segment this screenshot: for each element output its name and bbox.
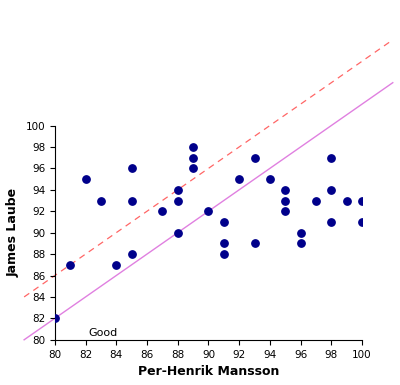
Point — [282, 187, 288, 193]
Point — [98, 198, 104, 204]
Point — [113, 262, 120, 268]
Point — [328, 219, 334, 225]
Point — [251, 155, 258, 161]
Point — [328, 187, 334, 193]
Point — [82, 176, 89, 182]
Point — [298, 240, 304, 246]
Point — [282, 208, 288, 214]
Point — [298, 229, 304, 236]
Y-axis label: James Laube: James Laube — [7, 188, 20, 277]
Point — [236, 176, 242, 182]
Point — [190, 144, 196, 150]
Text: Good: Good — [89, 328, 118, 338]
Point — [282, 198, 288, 204]
Point — [359, 219, 365, 225]
Point — [128, 251, 135, 257]
Point — [52, 315, 58, 321]
Point — [267, 176, 273, 182]
Point — [221, 251, 227, 257]
Point — [174, 229, 181, 236]
Point — [359, 198, 365, 204]
Point — [313, 198, 319, 204]
Point — [190, 155, 196, 161]
Point — [67, 262, 74, 268]
Point — [344, 198, 350, 204]
Point — [159, 208, 166, 214]
Point — [328, 155, 334, 161]
X-axis label: Per-Henrik Mansson: Per-Henrik Mansson — [138, 365, 279, 378]
Point — [128, 198, 135, 204]
Point — [174, 198, 181, 204]
Point — [251, 240, 258, 246]
Point — [221, 240, 227, 246]
Point — [174, 187, 181, 193]
Point — [128, 165, 135, 171]
Point — [190, 165, 196, 171]
Point — [221, 219, 227, 225]
Point — [205, 208, 212, 214]
